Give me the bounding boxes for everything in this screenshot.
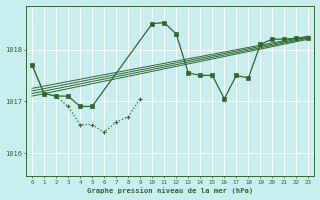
X-axis label: Graphe pression niveau de la mer (hPa): Graphe pression niveau de la mer (hPa): [87, 188, 253, 194]
